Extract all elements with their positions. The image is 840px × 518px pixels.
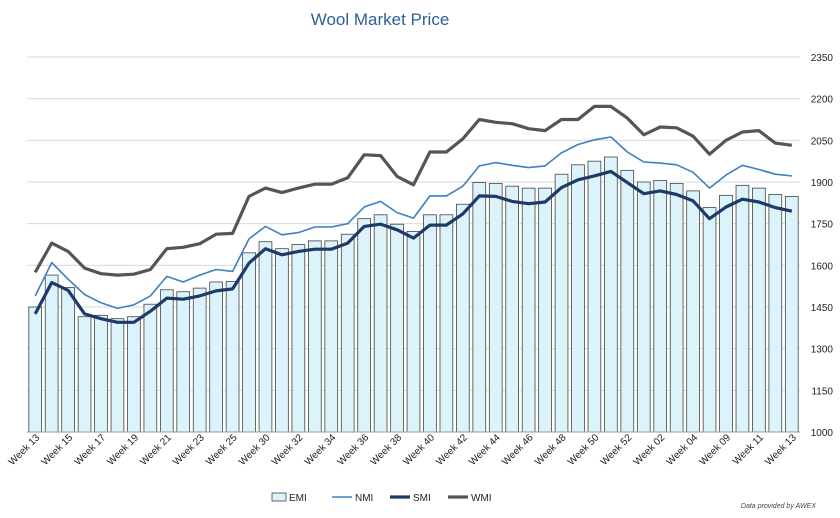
y-tick-label: 1900 bbox=[811, 178, 834, 189]
bar-emi bbox=[587, 160, 602, 433]
bar-emi bbox=[702, 207, 717, 433]
x-tick-label: Week 09 bbox=[698, 432, 734, 468]
legend-swatch-emi bbox=[271, 492, 287, 502]
y-tick-label: 1450 bbox=[811, 303, 834, 314]
legend-label-nmi: NMI bbox=[355, 493, 373, 504]
bar-emi bbox=[357, 218, 371, 433]
bar-emi bbox=[439, 214, 454, 433]
bar-emi bbox=[61, 287, 75, 433]
bar-emi bbox=[192, 287, 207, 433]
legend-label-smi: SMI bbox=[413, 493, 431, 504]
bar-emi bbox=[176, 291, 191, 433]
bar-emi bbox=[242, 252, 256, 433]
y-tick-label: 2050 bbox=[811, 136, 834, 147]
bar-emi bbox=[110, 318, 125, 433]
bar-emi bbox=[505, 185, 519, 433]
x-tick-label: Week 13 bbox=[7, 432, 43, 468]
bar-emi bbox=[604, 156, 618, 433]
bar-emi bbox=[291, 244, 306, 433]
bar-emi bbox=[225, 281, 240, 433]
bar-emi bbox=[669, 182, 684, 433]
y-tick-label: 1000 bbox=[811, 428, 834, 439]
y-tick-label: 1600 bbox=[811, 261, 834, 272]
line-nmi bbox=[34, 136, 792, 310]
x-tick-label: Week 21 bbox=[138, 432, 174, 468]
x-tick-label: Week 34 bbox=[303, 432, 339, 468]
chart-title: Wool Market Price bbox=[310, 10, 450, 29]
bar-emi bbox=[340, 233, 355, 433]
bar-emi bbox=[94, 314, 108, 433]
bar-emi bbox=[324, 240, 339, 433]
legend-label-emi: EMI bbox=[289, 493, 307, 504]
x-tick-label: Week 46 bbox=[500, 432, 536, 468]
source-note: Data provided by AWEX bbox=[740, 503, 816, 510]
y-tick-label: 1750 bbox=[811, 220, 834, 231]
bar-emi bbox=[768, 194, 783, 433]
y-tick-label: 1300 bbox=[811, 345, 834, 356]
y-tick-label: 2350 bbox=[811, 53, 834, 64]
x-tick-label: Week 04 bbox=[665, 432, 701, 468]
bar-emi bbox=[735, 184, 750, 433]
bar-emi bbox=[44, 274, 59, 433]
line-smi bbox=[33, 169, 793, 324]
x-tick-label: Week 40 bbox=[402, 432, 438, 468]
y-tick-label: 1150 bbox=[811, 386, 833, 397]
bar-emi bbox=[423, 214, 437, 433]
x-tick-label: Week 42 bbox=[434, 432, 470, 468]
bar-emi bbox=[127, 316, 141, 433]
bar-emi bbox=[159, 289, 174, 433]
x-tick-label: Week 38 bbox=[369, 432, 405, 468]
bar-emi bbox=[620, 169, 635, 433]
bar-emi bbox=[538, 187, 552, 433]
x-tick-label: Week 23 bbox=[171, 432, 207, 468]
bar-emi bbox=[209, 281, 223, 433]
bar-emi bbox=[521, 187, 536, 433]
bar-emi bbox=[308, 240, 322, 433]
bar-emi bbox=[258, 241, 273, 433]
x-tick-label: Week 17 bbox=[73, 432, 109, 468]
bar-emi bbox=[554, 173, 569, 433]
bar-emi bbox=[636, 181, 651, 433]
bar-emi bbox=[653, 180, 668, 433]
bar-emi bbox=[143, 303, 158, 433]
bar-emi bbox=[472, 182, 487, 433]
bar-emi bbox=[77, 316, 92, 433]
bar-emi bbox=[784, 196, 799, 433]
bar-emi bbox=[406, 231, 421, 433]
bar-emi bbox=[752, 187, 766, 433]
x-tick-label: Week 19 bbox=[105, 432, 141, 468]
bar-emi bbox=[686, 190, 700, 433]
x-tick-label: Week 15 bbox=[40, 432, 76, 468]
x-tick-label: Week 44 bbox=[467, 432, 503, 468]
x-tick-label: Week 48 bbox=[533, 432, 569, 468]
bar-emi bbox=[390, 223, 404, 433]
x-tick-label: Week 50 bbox=[566, 432, 602, 468]
bar-emi bbox=[456, 203, 470, 433]
line-wmi bbox=[33, 104, 793, 277]
x-tick-label: Week 32 bbox=[270, 432, 306, 468]
x-tick-label: Week 30 bbox=[237, 432, 273, 468]
x-tick-label: Week 36 bbox=[336, 432, 372, 468]
legend-label-wmi: WMI bbox=[471, 493, 492, 504]
x-tick-label: Week 52 bbox=[599, 432, 635, 468]
x-tick-label: Week 11 bbox=[731, 432, 766, 467]
bar-emi bbox=[719, 194, 733, 433]
x-tick-label: Week 13 bbox=[763, 432, 799, 468]
y-tick-label: 2200 bbox=[811, 95, 834, 106]
bar-emi bbox=[571, 164, 585, 433]
x-tick-label: Week 02 bbox=[632, 432, 668, 468]
bar-emi bbox=[28, 306, 43, 433]
bar-emi bbox=[488, 182, 503, 433]
bar-emi bbox=[373, 214, 388, 433]
bar-emi bbox=[275, 248, 289, 433]
x-tick-label: Week 25 bbox=[204, 432, 240, 468]
